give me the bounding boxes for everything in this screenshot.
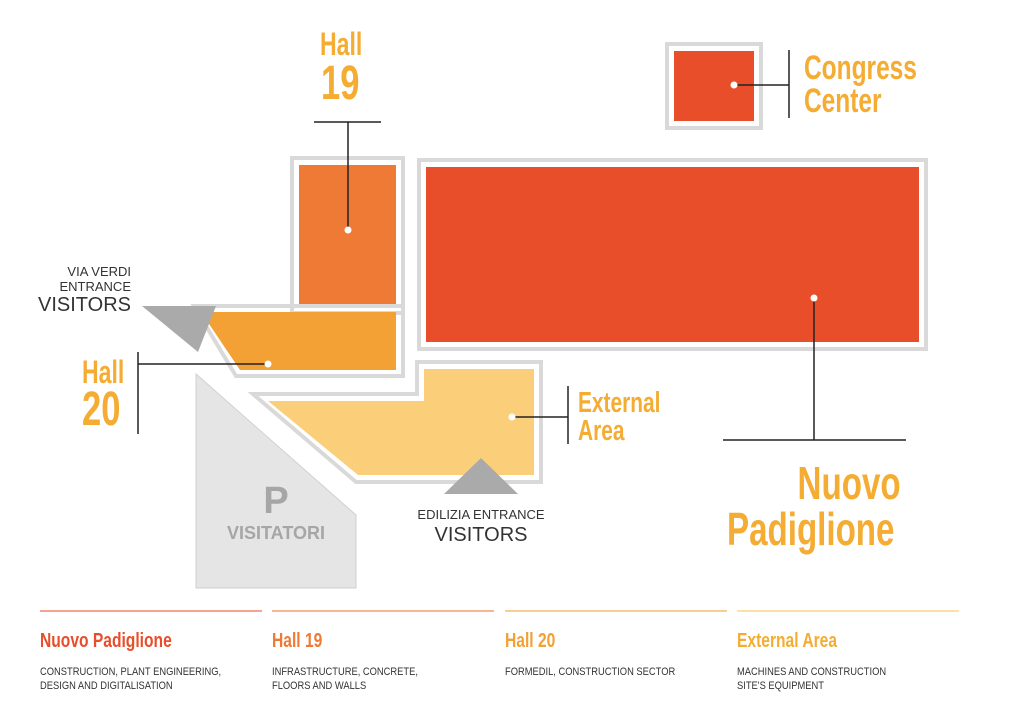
congress-center-label: Congress Center: [804, 49, 917, 121]
legend-item-hall-20: Hall 20 FORMEDIL, CONSTRUCTION SECTOR: [505, 610, 727, 679]
hall-20-outline: [190, 304, 405, 378]
nuovo-padiglione-label-line1: Nuovo: [797, 457, 901, 509]
external-area-outline: [247, 360, 543, 484]
legend-description-line1: INFRASTRUCTURE, CONCRETE,: [272, 666, 418, 678]
external-area-label-line1: External: [578, 387, 661, 419]
hall-20-label: Hall: [82, 356, 124, 388]
congress-center-marker: [730, 81, 738, 89]
legend-description: INFRASTRUCTURE, CONCRETE, FLOORS AND WAL…: [272, 665, 461, 694]
nuovo-padiglione-label: Nuovo Padiglione: [727, 457, 901, 555]
nuovo-padiglione-outline: [417, 158, 928, 351]
venue-map: [137, 42, 928, 589]
nuovo-padiglione-marker: [810, 294, 818, 302]
via-verdi-line1: VIA VERDI: [67, 264, 131, 279]
edilizia-line2: VISITORS: [434, 524, 528, 546]
nuovo-padiglione-label-line2: Padiglione: [727, 503, 895, 555]
nuovo-padiglione-building[interactable]: [426, 167, 919, 342]
parking-area[interactable]: [195, 372, 357, 589]
via-verdi-entrance-label: VIA VERDI ENTRANCE VISITORS: [38, 265, 131, 315]
hall-19-label-line2: 19: [321, 57, 360, 110]
external-area-marker: [508, 413, 516, 421]
via-verdi-line2: ENTRANCE: [59, 279, 131, 294]
legend-rule: [272, 610, 494, 612]
legend-description-line1: CONSTRUCTION, PLANT ENGINEERING,: [40, 666, 222, 678]
hall-19-number: 19: [321, 60, 359, 108]
legend-description-line2: FLOORS AND WALLS: [272, 680, 367, 693]
hall-20-number: 20: [82, 386, 120, 434]
legend-description: MACHINES AND CONSTRUCTION SITE'S EQUIPME…: [737, 665, 926, 694]
legend-item-nuovo-padiglione: Nuovo Padiglione CONSTRUCTION, PLANT ENG…: [40, 610, 262, 694]
edilizia-entrance-label: EDILIZIA ENTRANCE VISITORS: [398, 508, 564, 545]
legend-item-external-area: External Area MACHINES AND CONSTRUCTION …: [737, 610, 959, 694]
legend-description-line2: DESIGN AND DIGITALISATION: [40, 680, 173, 693]
legend-description-line1: FORMEDIL, CONSTRUCTION SECTOR: [505, 666, 676, 678]
hall-19-marker: [344, 226, 352, 234]
hall-20-marker: [264, 360, 272, 368]
legend-title: Hall 20: [505, 630, 556, 652]
congress-center-outline: [665, 42, 763, 130]
congress-center-label-line2: Center: [804, 82, 882, 121]
hall-20-label-line2: 20: [82, 383, 121, 436]
edilizia-entrance-icon[interactable]: [444, 458, 518, 494]
legend-rule: [505, 610, 727, 612]
via-verdi-line3: VISITORS: [38, 294, 131, 316]
legend-title: Hall 19: [272, 630, 323, 652]
parking-name: VISITATORI: [226, 523, 325, 543]
via-verdi-entrance-icon[interactable]: [142, 306, 216, 352]
edilizia-line1: EDILIZIA ENTRANCE: [417, 507, 545, 522]
legend-description: FORMEDIL, CONSTRUCTION SECTOR: [505, 665, 694, 679]
hall-19-label-line1: Hall: [320, 26, 363, 62]
legend-description: CONSTRUCTION, PLANT ENGINEERING, DESIGN …: [40, 665, 229, 694]
hall-20-building[interactable]: [201, 312, 396, 370]
external-area-label: External Area: [578, 387, 661, 447]
congress-center-building[interactable]: [674, 51, 754, 121]
legend-description-line2: SITE'S EQUIPMENT: [737, 680, 824, 693]
legend-title: External Area: [737, 630, 838, 652]
parking-label: P VISITATORI: [214, 482, 338, 542]
legend-description-line1: MACHINES AND CONSTRUCTION: [737, 666, 887, 678]
legend-item-hall-19: Hall 19 INFRASTRUCTURE, CONCRETE, FLOORS…: [272, 610, 494, 694]
congress-center-label-line1: Congress: [804, 49, 917, 87]
external-area-label-line2: Area: [578, 414, 625, 447]
legend-rule: [40, 610, 262, 612]
hall-20-label-line1: Hall: [82, 354, 125, 390]
legend-title: Nuovo Padiglione: [40, 630, 172, 652]
legend-rule: [737, 610, 959, 612]
external-area-zone[interactable]: [268, 369, 534, 475]
hall-19-label: Hall: [320, 28, 362, 60]
parking-letter: P: [263, 480, 289, 522]
